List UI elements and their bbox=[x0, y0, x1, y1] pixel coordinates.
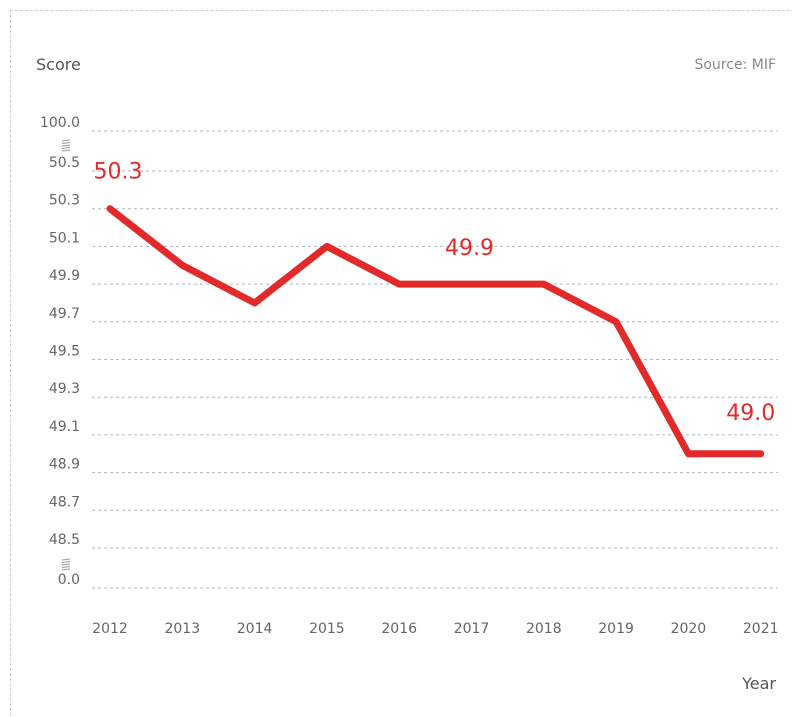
x-tick-label: 2014 bbox=[237, 621, 273, 637]
axis-break bbox=[61, 139, 71, 152]
y-tick-label: 49.9 bbox=[49, 268, 80, 284]
x-tick-label: 2019 bbox=[598, 621, 634, 637]
y-tick-label: 48.7 bbox=[49, 494, 80, 510]
y-tick-label: 48.5 bbox=[49, 532, 80, 548]
x-tick-label: 2018 bbox=[526, 621, 562, 637]
y-tick-label: 50.1 bbox=[49, 230, 80, 246]
x-tick-label: 2016 bbox=[381, 621, 417, 637]
x-tick-label: 2015 bbox=[309, 621, 345, 637]
y-tick-label: 0.0 bbox=[58, 572, 80, 588]
y-tick-label: 50.5 bbox=[49, 155, 80, 171]
y-tick-label: 50.3 bbox=[49, 193, 80, 209]
y-axis-title: Score bbox=[36, 55, 81, 74]
series-line bbox=[106, 205, 765, 458]
x-tick-label: 2021 bbox=[743, 621, 779, 637]
x-tick-label: 2020 bbox=[671, 621, 707, 637]
y-tick-label: 100.0 bbox=[40, 115, 80, 131]
chart-frame bbox=[10, 10, 790, 716]
y-tick-label: 49.7 bbox=[49, 306, 80, 322]
data-label: 50.3 bbox=[94, 160, 143, 185]
x-tick-label: 2012 bbox=[92, 621, 128, 637]
x-axis-title: Year bbox=[741, 674, 776, 693]
data-label: 49.0 bbox=[726, 401, 775, 426]
axis-break bbox=[61, 558, 71, 571]
y-tick-label: 49.1 bbox=[49, 419, 80, 435]
y-tick-label: 49.5 bbox=[49, 344, 80, 360]
source-note: Source: MIF bbox=[694, 57, 776, 73]
data-label: 49.9 bbox=[445, 236, 494, 261]
x-tick-label: 2013 bbox=[164, 621, 200, 637]
y-tick-label: 48.9 bbox=[49, 457, 80, 473]
y-tick-label: 49.3 bbox=[49, 381, 80, 397]
x-tick-label: 2017 bbox=[454, 621, 490, 637]
